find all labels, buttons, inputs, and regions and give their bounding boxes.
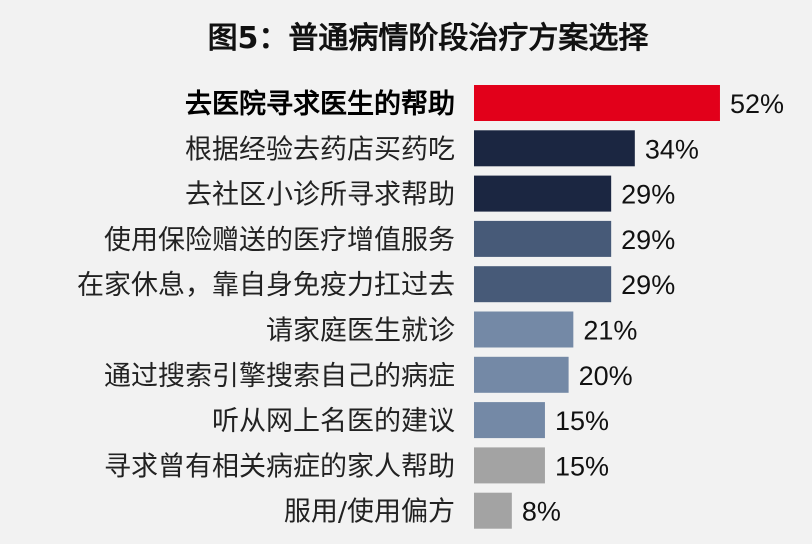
value-label-7: 20% <box>579 361 633 391</box>
bar-10 <box>474 492 512 529</box>
bar-7 <box>474 356 569 393</box>
bar-2 <box>474 130 635 167</box>
bar-8 <box>474 402 545 439</box>
category-label-5: 在家休息，靠自身免疫力扛过去 <box>77 270 455 301</box>
bar-3 <box>474 175 612 212</box>
chart-title: 图5：普通病情阶段治疗方案选择 <box>208 21 650 56</box>
value-label-5: 29% <box>621 270 675 300</box>
bars-group: 去医院寻求医生的帮助 52% 根据经验去药店买药吃 34% 去社区小诊所寻求帮助 29% 使… <box>77 85 784 529</box>
value-label-1: 52% <box>730 89 784 119</box>
value-label-4: 29% <box>621 225 675 255</box>
bar-5 <box>474 266 612 303</box>
category-label-10: 服用/使用偏方 <box>284 497 455 528</box>
value-label-10: 8% <box>522 497 561 527</box>
bar-4 <box>474 220 612 257</box>
category-label-6: 请家庭医生就诊 <box>266 316 455 347</box>
value-label-6: 21% <box>583 316 637 346</box>
category-label-1: 去医院寻求医生的帮助 <box>185 88 455 120</box>
category-label-9: 寻求曾有相关病症的家人帮助 <box>104 451 455 482</box>
category-label-4: 使用保险赠送的医疗增值服务 <box>104 225 455 256</box>
category-label-2: 根据经验去药店买药吃 <box>185 134 455 165</box>
value-label-8: 15% <box>555 406 609 436</box>
value-label-9: 15% <box>555 451 609 481</box>
category-label-7: 通过搜索引擎搜索自己的病症 <box>104 361 455 392</box>
bar-6 <box>474 311 574 348</box>
category-label-8: 听从网上名医的建议 <box>212 406 455 437</box>
category-label-3: 去社区小诊所寻求帮助 <box>185 180 455 211</box>
bar-1 <box>474 85 720 121</box>
value-label-2: 34% <box>645 134 699 164</box>
bar-9 <box>474 447 545 484</box>
value-label-3: 29% <box>621 180 675 210</box>
